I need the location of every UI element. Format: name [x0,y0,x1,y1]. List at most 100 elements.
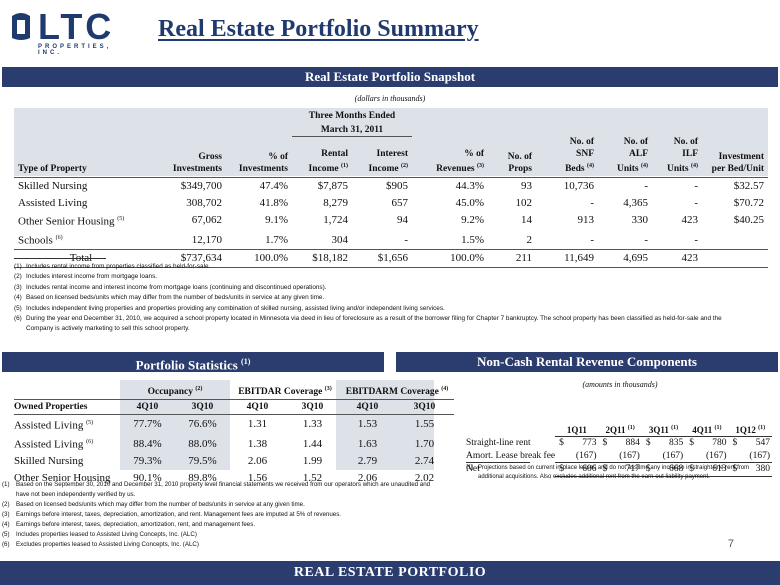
table-cell: 773 [582,438,597,448]
noncash-row-label: Straight-line rent [466,437,531,448]
table-cell: $7,875 [317,180,348,193]
table-cell: 2.79 [357,455,378,468]
noncash-units-note: (amounts in thousands) [582,380,658,389]
table-cell: 76.6% [188,418,217,431]
occupancy-shade [120,380,230,470]
footnote-item: (4) Earnings before interest, taxes, depr… [2,521,256,528]
footnote-item: (2) Based on licensed beds/units which ma… [2,501,305,508]
currency-symbol: $ [689,438,694,448]
table-cell: (167) [662,450,684,461]
table-cell: 1.55 [414,418,435,431]
table-cell: 12,170 [191,233,222,246]
footnote-item: (3) Earnings before interest, taxes, depr… [2,511,342,518]
property-type-cell: Assisted Living (5) [14,419,94,432]
table-cell: 657 [391,196,409,209]
table-cell: 835 [668,438,684,448]
table-row: Skilled Nursing 79.3% 79.5% 2.06 1.99 2.79 2.7… [14,453,454,470]
currency-symbol [685,450,697,463]
stats-group-header: EBITDAR Coverage (3) [238,386,332,398]
property-type-cell: Assisted Living [18,196,88,209]
footnote-item: (6) During the year end December 31, 2010… [14,315,722,333]
logo-mark-icon [12,13,30,40]
table-cell: 606 [566,462,599,477]
table-cell: 2.02 [414,471,435,484]
table-cell: 780 [712,438,727,448]
currency-symbol: $ [685,462,698,477]
table-row: Skilled Nursing $349,700 47.4% $7,875 $905 44… [14,178,768,195]
currency-symbol: $ [602,438,608,448]
noncash-table: 1Q11 2Q11 (1) 3Q11 (1) 4Q11 (1) 1Q12 (1) Str… [466,425,772,477]
property-type-cell: Skilled Nursing [18,180,88,193]
noncash-period-header: 4Q11 (1) [685,425,729,437]
noncash-banner: Non-Cash Rental Revenue Components [396,352,778,372]
table-cell: (167) [705,450,727,461]
table-cell: - [404,233,408,246]
col-pct-revenues: % of Revenues (3) [412,136,488,179]
currency-symbol [599,450,611,463]
table-cell: 8,279 [323,196,348,209]
stats-group-header: EBITDARM Coverage (4) [345,386,449,398]
table-cell: 1.33 [302,418,323,431]
currency-symbol [555,450,567,463]
noncash-footnote-rule [466,462,530,463]
stats-group-header: Occupancy (2) [147,386,203,398]
table-cell: 330 [631,214,649,227]
table-cell: 4,365 [623,196,648,209]
table-cell: 88.0% [188,437,217,450]
noncash-period-header: 1Q12 (1) [728,425,772,437]
noncash-footnote: (1) Projections based on current in-place… [466,465,750,480]
noncash-row-label: Net [466,464,480,474]
stats-period-header: 4Q10 [136,402,159,413]
footnote-item: (4) Based on licensed beds/units which ma… [14,294,325,302]
stats-period-header: 3Q10 [413,402,436,413]
currency-symbol [642,450,654,463]
table-row: Amort. Lease break fee (167) (167) (167) (16… [466,450,772,463]
noncash-period-header: 3Q11 (1) [641,425,686,437]
snapshot-table: Three Months Ended March 31, 2011 Type o… [14,108,768,268]
table-cell: (167) [575,450,597,461]
table-cell: 1.38 [247,437,268,450]
currency-symbol [729,450,741,463]
col-snf-beds: No. of SNF Beds (4) [536,136,598,179]
table-cell: 44.3% [455,180,484,193]
footnote-item: (5) Includes independent living propertie… [14,304,445,312]
table-cell: $40.25 [733,214,764,227]
logo-text: LTC [38,6,115,47]
col-pct-investments: % of Investments [226,136,292,179]
table-cell: 1.52 [302,471,323,484]
noncash-period-header: 1Q11 [555,425,599,437]
table-cell: $905 [386,180,408,193]
table-cell: (167) [619,450,640,461]
table-row: Straight-line rent $773 $884 $835 $780 $547 [466,437,772,450]
col-gross: Gross Investments [148,136,226,179]
currency-symbol: $ [559,438,564,448]
table-cell: 668 [653,462,686,477]
table-cell: 1.56 [247,471,268,484]
table-cell: - [694,233,698,246]
noncash-period-header: 2Q11 (1) [598,425,642,437]
company-logo: LTC PROPERTIES, INC. [8,6,138,56]
stats-period-header: 3Q10 [301,402,324,413]
col-investment-per-bed: Investment per Bed/Unit [702,136,768,179]
snapshot-units-note: (dollars in thousands) [354,94,426,103]
col-type: Type of Property [14,136,148,179]
col-rental-income: Rental Income (1) [292,136,352,179]
page-number: 7 [727,538,734,550]
footnote-item: (3) Includes rental income and interest i… [14,283,327,291]
table-cell: 45.0% [455,196,484,209]
currency-symbol: $ [728,462,741,477]
table-cell: 90.1% [133,471,162,484]
table-row: Assisted Living (6) 88.4% 88.0% 1.38 1.44 1.6… [14,434,454,453]
table-cell: 1.63 [357,437,378,450]
table-cell: - [694,180,698,193]
table-row: Schools (6) 12,170 1.7% 304 - 1.5% 2 - - - [14,230,768,250]
statistics-footnotes: (1) Based on the September 30, 2010 and D… [2,480,442,550]
property-type-cell: Assisted Living (6) [14,438,94,451]
table-cell: 47.4% [259,180,288,193]
table-cell: $32.57 [733,180,764,193]
table-cell: 67,062 [191,214,222,227]
property-type-cell: Schools (6) [18,234,63,247]
table-cell: 77.7% [133,418,162,431]
currency-symbol: $ [645,438,651,448]
table-cell: 913 [577,214,595,227]
